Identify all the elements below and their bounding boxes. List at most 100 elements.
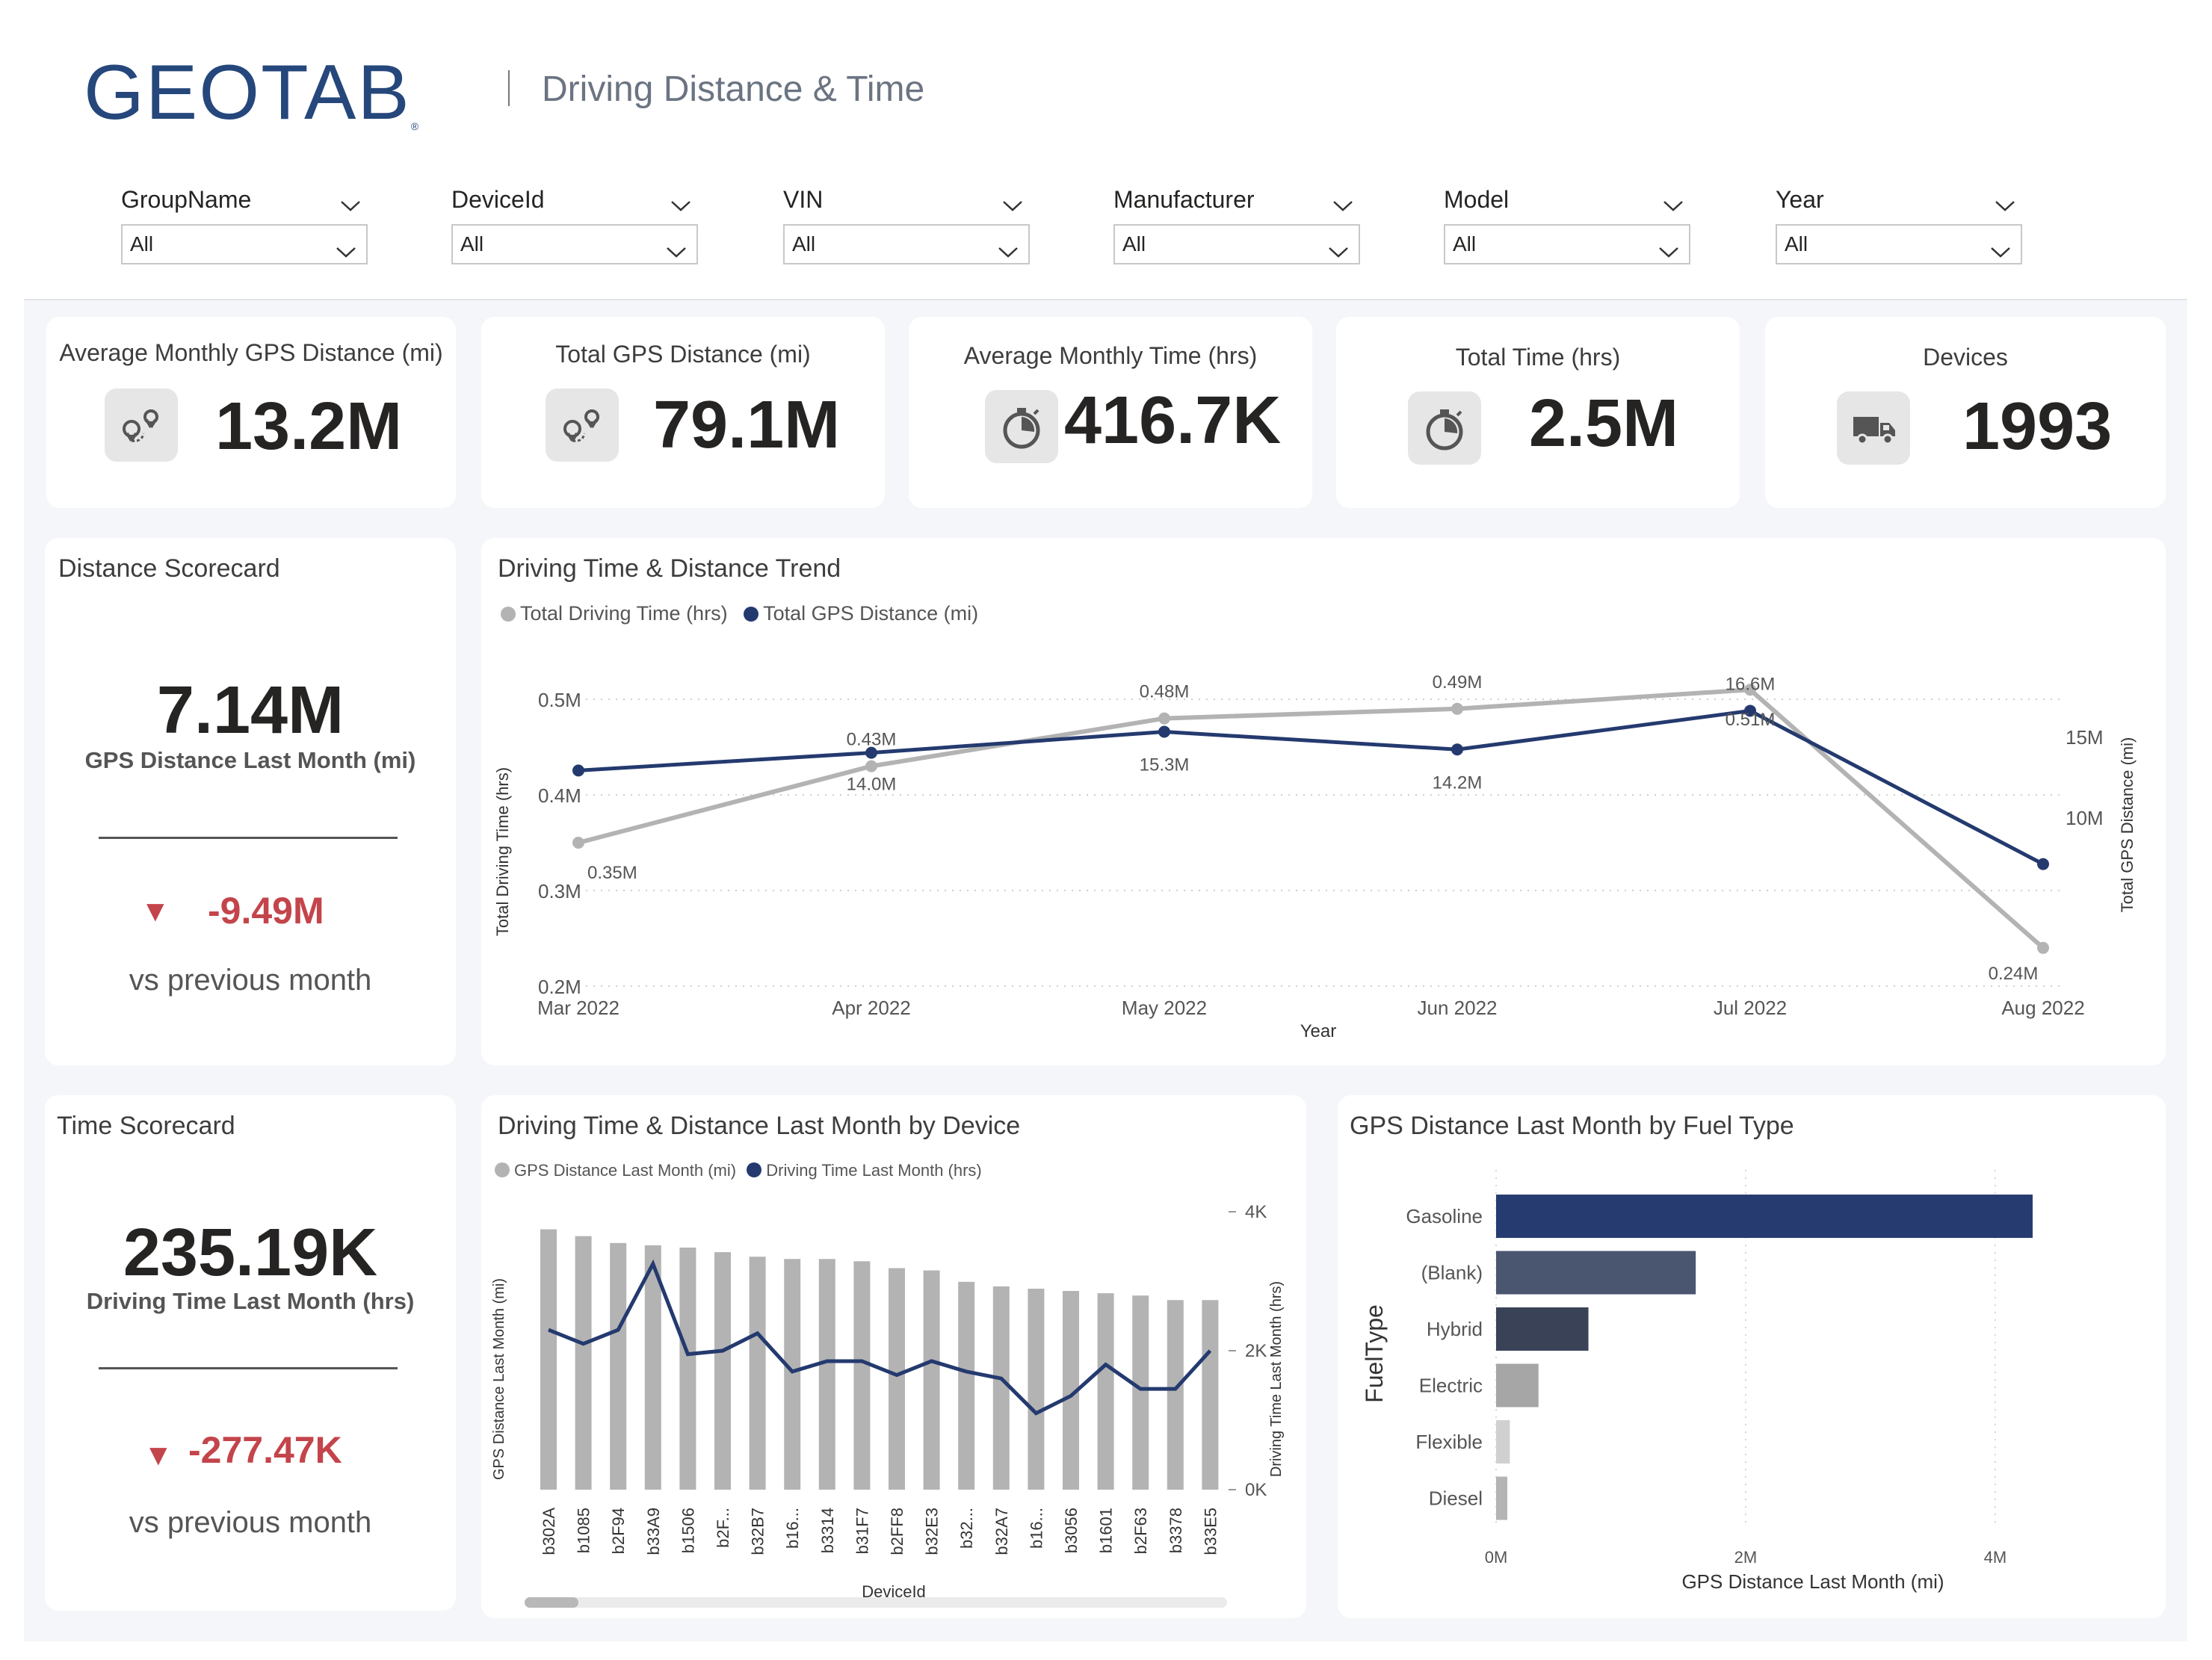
x-tick-label: b31F7 (853, 1508, 871, 1554)
bar-gps-distance (1132, 1295, 1149, 1490)
time-delta-value: -277.47K (188, 1429, 342, 1471)
slicer-dropdown[interactable]: All (1113, 224, 1360, 264)
trend-chart-title: Driving Time & Distance Trend (498, 554, 841, 583)
x-tick-label: b16... (783, 1508, 802, 1549)
data-point-gps-distance (572, 764, 584, 777)
x-tick-label: b33A9 (644, 1508, 663, 1555)
bar-gps-distance (575, 1236, 592, 1490)
y-tick-label: Hybrid (1427, 1318, 1483, 1340)
kpi-value: 1993 (1962, 389, 2113, 464)
x-tick-label: Apr 2022 (832, 997, 911, 1019)
slicer-groupname: GroupName All (121, 182, 368, 264)
device-combo-chart[interactable]: 4K 2K 0K b302A b1085 b2F94 b33A9 b1506 b2F... b32… (481, 1095, 1306, 1618)
bar-gps-distance (644, 1245, 661, 1490)
y-tick-label: 0.4M (538, 784, 581, 807)
x-tick-label: b2F94 (609, 1508, 628, 1554)
legend-driving-time[interactable]: Total Driving Time (hrs) (520, 602, 728, 625)
report-header: GEOTAB® Driving Distance & Time GroupNam… (0, 0, 2212, 299)
bar-gps-distance (610, 1242, 627, 1490)
kpi-value: 13.2M (215, 389, 403, 464)
chevron-down-icon (1333, 201, 1353, 211)
x-axis-label: GPS Distance Last Month (mi) (1681, 1570, 1944, 1593)
data-point-gps-distance (1744, 704, 1756, 717)
slicer-label: DeviceId (451, 186, 545, 213)
y-tick-label: 0.3M (538, 880, 581, 902)
chevron-down-icon (1663, 201, 1683, 211)
legend-gps-distance[interactable]: Total GPS Distance (mi) (763, 602, 979, 625)
bar-gps-distance (1097, 1293, 1114, 1490)
bar-blank (1496, 1251, 1696, 1295)
slicer-header[interactable]: VIN (783, 182, 1030, 217)
map-pin-route-icon (105, 388, 178, 462)
slicer-dropdown[interactable]: All (1776, 224, 2022, 264)
trend-line-chart[interactable]: 0.5M 0.4M 0.3M 0.2M 15M 10M Mar 2022 Apr 2022 Ma… (481, 538, 2166, 1065)
data-point-driving-time (1158, 712, 1170, 725)
series-line-driving-time (548, 1259, 1212, 1416)
legend-gps-distance-last-month[interactable]: GPS Distance Last Month (mi) (514, 1161, 737, 1180)
x-tick-label: b33E5 (1201, 1508, 1220, 1555)
bar-gps-distance (1202, 1300, 1219, 1490)
data-label-gps-distance: 14.0M (847, 775, 897, 795)
kpi-card: Devices 1993 (1765, 317, 2166, 508)
y-tick-label: 0.5M (538, 689, 581, 711)
bar-gps-distance (1063, 1291, 1079, 1490)
chevron-down-icon (1329, 247, 1348, 258)
slicer-header[interactable]: DeviceId (451, 182, 698, 217)
y2-axis-label: Total GPS Distance (mi) (2118, 737, 2137, 913)
fuel-type-bar-chart[interactable]: 0M 2M 4M Gasoline (Blank) Hybrid Electric Flexi… (1338, 1095, 2166, 1618)
data-label-driving-time: 0.43M (847, 730, 897, 750)
bar-gps-distance (818, 1259, 835, 1490)
fuel-chart-card: GPS Distance Last Month by Fuel Type 0M 2… (1338, 1095, 2166, 1618)
slicer-vin: VIN All (783, 182, 1030, 264)
x-tick-label: b2F... (714, 1508, 732, 1548)
bar-gps-distance (679, 1247, 696, 1490)
x-tick-label: b32A7 (992, 1508, 1011, 1555)
chevron-down-icon (1659, 247, 1678, 258)
x-tick-label: b1085 (575, 1508, 593, 1553)
chevron-down-icon (341, 201, 360, 211)
y2-tick-label: 10M (2066, 807, 2104, 829)
slicer-dropdown[interactable]: All (121, 224, 368, 264)
y-tick-label: Diesel (1429, 1487, 1483, 1510)
data-point-gps-distance (1158, 725, 1170, 738)
kpi-value: 79.1M (653, 388, 841, 462)
legend-dot-gray (501, 607, 516, 622)
bar-flexible (1496, 1420, 1510, 1464)
slicer-header[interactable]: Manufacturer (1113, 182, 1360, 217)
kpi-card: Total GPS Distance (mi) 79.1M (481, 317, 885, 508)
kpi-title: Devices (1923, 344, 2008, 371)
legend-driving-time-last-month[interactable]: Driving Time Last Month (hrs) (766, 1161, 982, 1180)
logo-text: GEOTAB (84, 49, 411, 136)
series-line-gps-distance (578, 708, 2045, 866)
x-tick-label: b2F63 (1131, 1508, 1150, 1554)
x-tick-label: Jun 2022 (1418, 997, 1498, 1019)
map-pin-route-icon (546, 388, 619, 462)
x-tick-label: b32E3 (923, 1508, 942, 1555)
slicer-value: All (460, 232, 484, 255)
slicer-dropdown[interactable]: All (451, 224, 698, 264)
x-tick-label: b3378 (1167, 1508, 1185, 1553)
legend-dot-gray (495, 1162, 510, 1177)
page-title: Driving Distance & Time (542, 69, 925, 109)
distance-scorecard-card: Distance Scorecard 7.14M GPS Distance La… (45, 538, 456, 1065)
slicer-header[interactable]: GroupName (121, 182, 368, 217)
slicer-header[interactable]: Year (1776, 182, 2022, 217)
slicer-dropdown[interactable]: All (783, 224, 1030, 264)
chevron-down-icon (1991, 247, 2010, 258)
legend-dot-navy (744, 607, 759, 622)
slicer-value: All (1122, 232, 1146, 255)
slicer-dropdown[interactable]: All (1444, 224, 1690, 264)
kpi-card: Total Time (hrs) 2.5M (1336, 317, 1740, 508)
x-tick-label: b2FF8 (888, 1508, 906, 1555)
chevron-down-icon (667, 247, 686, 258)
x-tick-label: b16... (1027, 1508, 1045, 1549)
data-label-gps-distance: 15.3M (1140, 755, 1190, 775)
chevron-down-icon (671, 201, 691, 211)
slicer-header[interactable]: Model (1444, 182, 1690, 217)
bar-gps-distance (749, 1257, 766, 1490)
scrollbar-thumb[interactable] (525, 1597, 578, 1608)
x-tick-label: b1601 (1097, 1508, 1116, 1553)
driving-time-last-month-label: Driving Time Last Month (hrs) (86, 1288, 415, 1314)
x-tick-label: May 2022 (1122, 997, 1207, 1019)
